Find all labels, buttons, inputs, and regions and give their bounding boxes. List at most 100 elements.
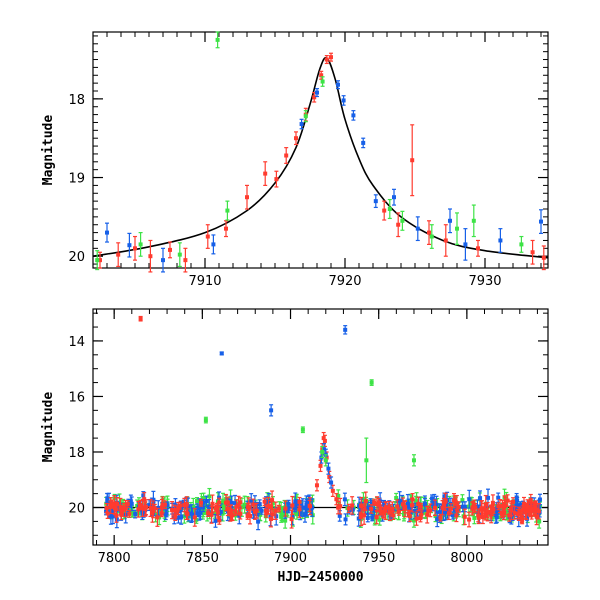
blue-data-point <box>128 494 133 509</box>
blue-data-point <box>197 506 202 521</box>
data-point <box>155 515 160 520</box>
red-data-point <box>245 184 249 210</box>
data-point <box>215 37 220 42</box>
data-point <box>257 510 262 515</box>
data-point <box>141 493 146 498</box>
data-point <box>184 502 189 507</box>
data-point <box>336 493 341 498</box>
data-point <box>175 508 180 513</box>
data-point <box>520 518 525 523</box>
red-data-point <box>485 502 490 522</box>
data-point <box>442 494 447 499</box>
data-point <box>205 234 210 239</box>
red-data-point <box>523 502 528 520</box>
data-point <box>441 502 446 507</box>
blue-data-point <box>300 498 305 517</box>
green-data-point <box>138 232 143 257</box>
data-point <box>225 506 230 511</box>
data-point <box>283 518 288 523</box>
data-point <box>245 514 250 519</box>
data-point <box>488 510 493 515</box>
y-tick-label: 19 <box>68 172 85 187</box>
red-data-point <box>369 504 374 514</box>
green-data-point <box>471 204 476 238</box>
data-point <box>476 246 480 251</box>
data-point <box>467 517 472 522</box>
data-point <box>194 517 199 522</box>
data-point <box>159 505 164 510</box>
blue-data-point <box>343 513 348 526</box>
red-data-point <box>512 506 517 520</box>
red-data-point <box>142 492 147 507</box>
red-data-point <box>224 220 228 238</box>
data-point <box>536 509 541 514</box>
data-point <box>473 505 478 510</box>
data-point <box>293 499 298 504</box>
data-point <box>192 515 197 520</box>
red-data-point <box>263 161 268 186</box>
data-point <box>400 502 405 507</box>
red-data-point <box>426 505 431 516</box>
data-point <box>323 458 328 463</box>
data-point <box>120 510 125 515</box>
data-point <box>273 508 278 513</box>
data-point <box>116 504 121 509</box>
data-point <box>512 510 517 515</box>
data-point <box>252 509 257 514</box>
full-panel: 7800 7850 7900 7950 8000 14 16 18 20 Magnitude H… <box>41 308 549 585</box>
data-point <box>294 512 299 517</box>
red-data-point <box>307 499 312 512</box>
red-data-point <box>520 505 525 515</box>
data-point <box>165 503 170 508</box>
data-point <box>209 512 214 517</box>
red-data-point <box>528 502 533 518</box>
red-data-point <box>451 493 456 508</box>
red-data-point <box>410 124 415 197</box>
data-point <box>203 418 208 423</box>
blue-data-point <box>310 498 315 517</box>
data-point <box>456 504 461 509</box>
data-point <box>329 55 333 60</box>
data-point <box>164 511 169 516</box>
red-data-point <box>467 511 472 528</box>
data-point <box>213 518 218 523</box>
data-point <box>443 510 448 515</box>
data-point <box>263 171 268 176</box>
data-point <box>151 497 156 502</box>
data-point <box>286 507 291 512</box>
data-point <box>446 511 451 516</box>
red-data-point <box>209 505 214 524</box>
data-point <box>299 122 304 127</box>
data-point <box>402 509 407 514</box>
blue-data-point <box>342 492 347 507</box>
data-point <box>307 503 312 508</box>
data-point <box>153 512 158 517</box>
blue-data-point <box>351 110 356 121</box>
data-point <box>400 218 405 223</box>
data-point <box>454 501 459 506</box>
data-point <box>320 79 325 84</box>
green-data-point <box>429 224 434 249</box>
red-data-point <box>297 496 302 507</box>
data-point <box>324 455 329 460</box>
data-point <box>213 506 218 511</box>
data-point <box>359 514 364 519</box>
data-point <box>411 458 416 463</box>
data-point <box>242 502 247 507</box>
data-point <box>119 512 124 517</box>
data-point <box>266 503 271 508</box>
red-data-point <box>433 499 438 517</box>
data-point <box>152 506 157 511</box>
data-point <box>133 246 137 251</box>
data-point <box>319 73 324 78</box>
data-point <box>455 226 459 231</box>
data-point <box>183 258 188 263</box>
data-point <box>284 153 289 158</box>
blue-data-point <box>195 503 200 513</box>
data-point <box>482 506 487 511</box>
blue-data-point <box>498 228 503 253</box>
data-point <box>511 499 516 504</box>
y-tick-label: 20 <box>68 250 85 265</box>
data-point <box>494 515 499 520</box>
data-point <box>448 218 452 223</box>
